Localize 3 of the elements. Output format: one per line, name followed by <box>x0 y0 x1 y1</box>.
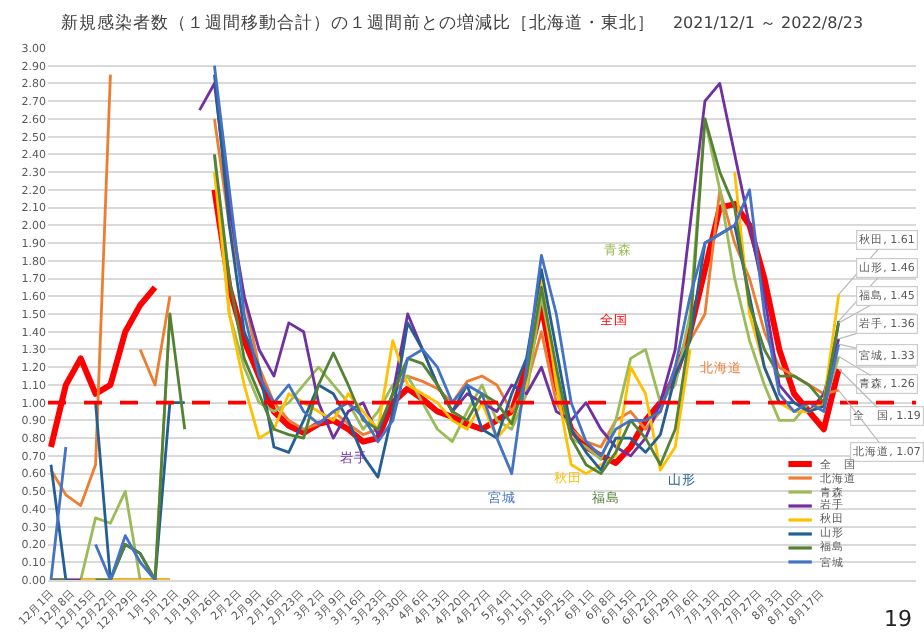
chart-subtitle: 2021/12/1 ～ 2022/8/23 <box>672 13 864 32</box>
chart-title: 新規感染者数（１週間移動合計）の１週間前との増減比［北海道・東北］ <box>60 13 655 34</box>
text: 19 <box>884 606 912 632</box>
